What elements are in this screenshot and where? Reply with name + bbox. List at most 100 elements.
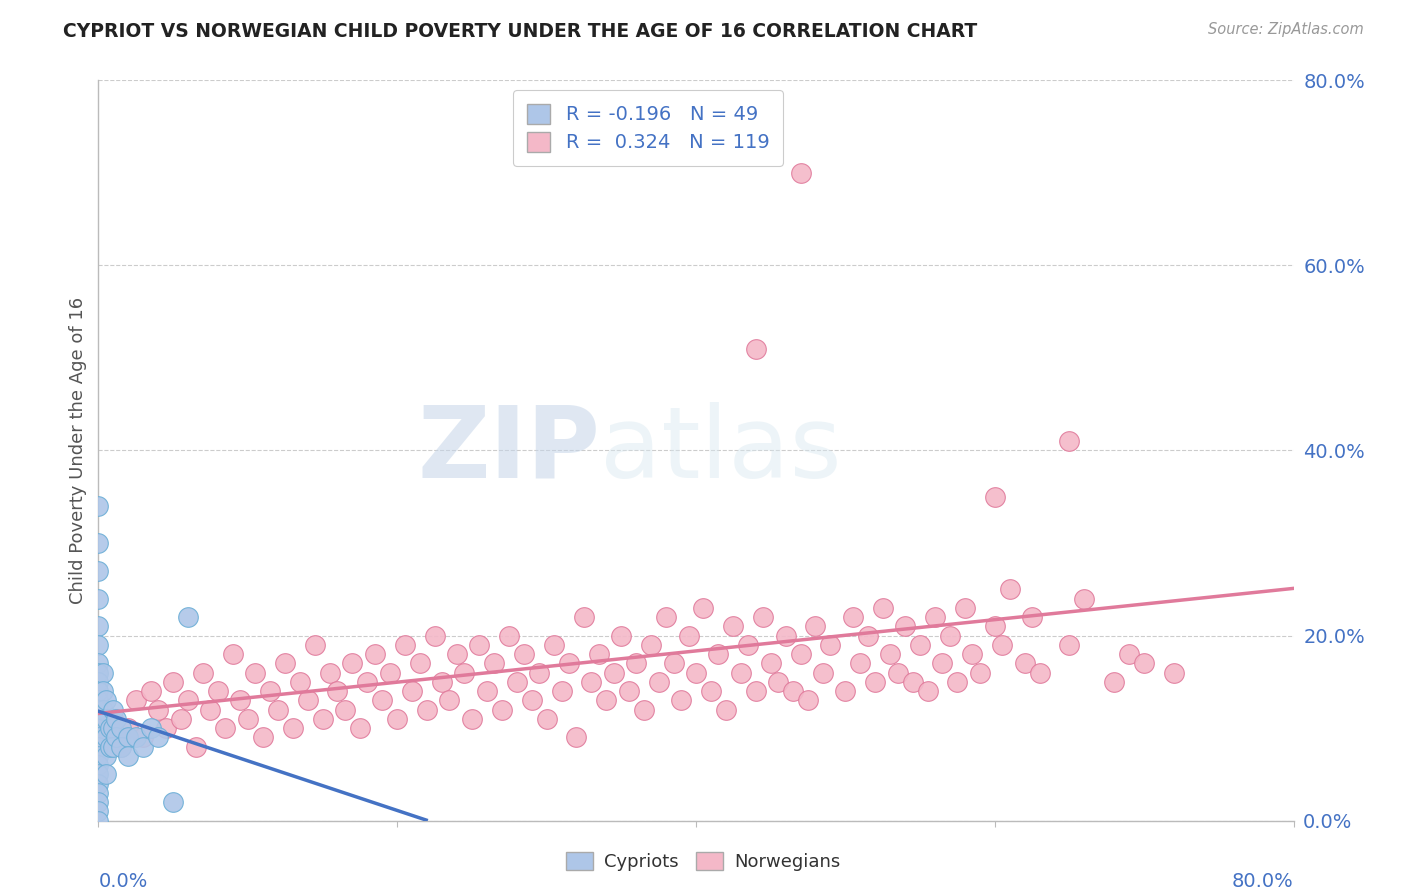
Point bbox=[236, 712, 259, 726]
Point bbox=[797, 693, 820, 707]
Point bbox=[901, 674, 924, 689]
Point bbox=[311, 712, 333, 726]
Legend: R = -0.196   N = 49, R =  0.324   N = 119: R = -0.196 N = 49, R = 0.324 N = 119 bbox=[513, 90, 783, 166]
Point bbox=[513, 647, 536, 661]
Point bbox=[789, 647, 811, 661]
Point bbox=[782, 684, 804, 698]
Point bbox=[984, 490, 1007, 504]
Point bbox=[984, 619, 1007, 633]
Point bbox=[252, 731, 274, 745]
Point bbox=[931, 657, 953, 671]
Point bbox=[603, 665, 626, 680]
Point bbox=[1104, 674, 1126, 689]
Point bbox=[87, 748, 110, 763]
Point bbox=[730, 120, 752, 134]
Point bbox=[998, 582, 1021, 597]
Point bbox=[737, 638, 759, 652]
Point bbox=[468, 638, 491, 652]
Point bbox=[87, 657, 110, 671]
Point bbox=[214, 721, 236, 735]
Point bbox=[745, 342, 768, 356]
Point bbox=[879, 647, 901, 661]
Point bbox=[849, 657, 872, 671]
Point bbox=[872, 600, 894, 615]
Point bbox=[633, 703, 655, 717]
Point bbox=[439, 693, 461, 707]
Point bbox=[139, 721, 162, 735]
Point bbox=[685, 665, 707, 680]
Point bbox=[87, 619, 110, 633]
Point bbox=[416, 703, 439, 717]
Point bbox=[842, 610, 865, 624]
Point bbox=[87, 674, 110, 689]
Point bbox=[991, 638, 1014, 652]
Point bbox=[132, 731, 155, 745]
Point bbox=[491, 703, 513, 717]
Point bbox=[117, 731, 139, 745]
Point bbox=[259, 684, 281, 698]
Point bbox=[558, 657, 581, 671]
Point bbox=[520, 693, 543, 707]
Point bbox=[886, 665, 908, 680]
Point bbox=[162, 674, 184, 689]
Text: ZIP: ZIP bbox=[418, 402, 600, 499]
Point bbox=[969, 665, 991, 680]
Point bbox=[91, 665, 114, 680]
Point bbox=[87, 703, 110, 717]
Point bbox=[274, 657, 297, 671]
Point bbox=[894, 619, 917, 633]
Y-axis label: Child Poverty Under the Age of 16: Child Poverty Under the Age of 16 bbox=[69, 297, 87, 604]
Point bbox=[117, 748, 139, 763]
Point bbox=[356, 674, 378, 689]
Point bbox=[775, 628, 797, 642]
Point bbox=[98, 721, 122, 735]
Point bbox=[543, 638, 565, 652]
Point bbox=[110, 739, 132, 754]
Point bbox=[184, 739, 207, 754]
Point bbox=[103, 721, 125, 735]
Point bbox=[730, 665, 752, 680]
Point bbox=[125, 693, 148, 707]
Text: atlas: atlas bbox=[600, 402, 842, 499]
Point bbox=[87, 712, 110, 726]
Text: Source: ZipAtlas.com: Source: ZipAtlas.com bbox=[1208, 22, 1364, 37]
Point bbox=[385, 712, 409, 726]
Point bbox=[723, 619, 745, 633]
Point bbox=[962, 647, 984, 661]
Point bbox=[110, 739, 132, 754]
Point bbox=[640, 638, 662, 652]
Point bbox=[506, 674, 529, 689]
Point bbox=[87, 795, 110, 809]
Point bbox=[91, 684, 114, 698]
Point bbox=[87, 758, 110, 772]
Point bbox=[752, 610, 775, 624]
Point bbox=[222, 647, 245, 661]
Point bbox=[1014, 657, 1036, 671]
Point bbox=[1059, 638, 1081, 652]
Point bbox=[811, 665, 834, 680]
Point bbox=[288, 674, 311, 689]
Point bbox=[319, 665, 342, 680]
Point bbox=[87, 814, 110, 828]
Text: 80.0%: 80.0% bbox=[1232, 871, 1294, 890]
Point bbox=[87, 739, 110, 754]
Point bbox=[94, 731, 117, 745]
Point bbox=[917, 684, 939, 698]
Point bbox=[132, 739, 155, 754]
Point bbox=[87, 665, 110, 680]
Point bbox=[953, 600, 976, 615]
Point bbox=[692, 600, 714, 615]
Point bbox=[103, 712, 125, 726]
Point bbox=[527, 665, 550, 680]
Point bbox=[125, 731, 148, 745]
Point bbox=[87, 721, 110, 735]
Point bbox=[714, 703, 737, 717]
Point bbox=[267, 703, 290, 717]
Point bbox=[148, 703, 170, 717]
Point bbox=[588, 647, 610, 661]
Point bbox=[745, 684, 768, 698]
Point bbox=[865, 674, 887, 689]
Point bbox=[550, 684, 572, 698]
Point bbox=[1073, 591, 1095, 606]
Point bbox=[94, 721, 117, 735]
